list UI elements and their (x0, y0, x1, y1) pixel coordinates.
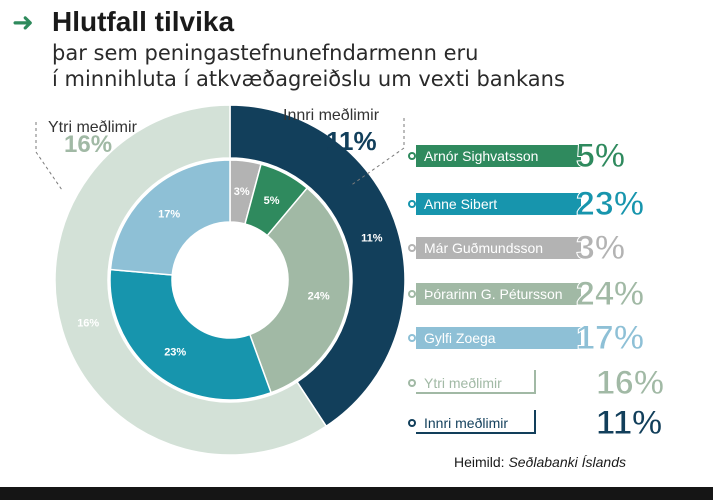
slice-label-arno-r-sighvatsson: 5% (264, 195, 280, 207)
legend-bar (416, 193, 581, 215)
legend-dot-icon (408, 379, 416, 387)
legend-name: Ytri meðlimir (424, 375, 502, 391)
callout-innri-leader (349, 118, 405, 187)
legend-value: 5% (575, 137, 626, 176)
legend-item-ma-r-gu-mundsson: Már Guðmundsson 3% (408, 229, 708, 268)
source-note: Heimild: Seðlabanki Íslands (454, 454, 626, 470)
slice-labels: 11% 16% 3% 5% 24% 23% 17% (77, 186, 382, 359)
legend-name: Gylfi Zoega (424, 330, 496, 346)
slice-anne-sibert (109, 268, 273, 401)
slice-label-o-rarinn-g-pe-tursson: 24% (308, 291, 330, 303)
legend-item-innri-me-limir: Innri meðlimir 11% (408, 404, 708, 443)
slice-label-innri-me-limir: 11% (361, 233, 383, 245)
legend-value: 24% (575, 275, 645, 314)
legend-item-o-rarinn-g-pe-tursson: Þórarinn G. Pétursson 24% (408, 275, 708, 314)
source-prefix: Heimild: (454, 454, 505, 470)
legend-dot-icon (408, 244, 416, 252)
slice-innri-me-limir (229, 104, 406, 428)
legend-item-anne-sibert: Anne Sibert 23% (408, 185, 708, 224)
outer-ring (54, 104, 406, 456)
legend-value: 3% (575, 229, 626, 268)
slice-label-anne-sibert: 23% (164, 346, 186, 358)
legend-dot-icon (408, 419, 416, 427)
callout-innri-label: Innri meðlimir (283, 107, 380, 124)
slice-gylfi-zoega (109, 159, 231, 276)
legend-name: Þórarinn G. Pétursson (424, 286, 563, 302)
legend-dot-icon (408, 152, 416, 160)
legend-bar (416, 145, 581, 167)
legend-item-ytri-me-limir: Ytri meðlimir 16% (408, 364, 708, 403)
chart-header: ➜ Hlutfall tilvika þar sem peningastefnu… (0, 0, 713, 100)
legend-bar (416, 283, 581, 305)
legend-value: 17% (575, 319, 645, 358)
legend-name: Már Guðmundsson (424, 240, 544, 256)
legend-bar (416, 237, 581, 259)
arrow-right-icon: ➜ (12, 8, 34, 38)
ring-callouts: Ytri meðlimir 16% Innri meðlimir 11% (35, 107, 405, 191)
legend-name: Innri meðlimir (424, 415, 509, 431)
source-name: Seðlabanki Íslands (508, 454, 626, 470)
legend-item-gylfi-zoega: Gylfi Zoega 17% (408, 319, 708, 358)
callout-ytri-leader (35, 122, 63, 191)
legend-name: Anne Sibert (424, 196, 498, 212)
inner-ring (109, 159, 351, 401)
legend-bar (416, 327, 581, 349)
callout-innri-value: 11% (326, 126, 377, 156)
subtitle-line-2: í minnihluta í atkvæðagreiðslu um vexti … (52, 67, 565, 91)
slice-label-ma-r-gu-mundsson: 3% (234, 186, 250, 198)
slice-o-rarinn-g-pe-tursson (248, 187, 351, 394)
legend-value: 23% (575, 185, 645, 224)
slice-label-ytri-me-limir: 16% (77, 317, 99, 329)
callout-ytri-label: Ytri meðlimir (48, 119, 138, 136)
legend-bar (416, 410, 536, 434)
slice-ytri-me-limir (54, 104, 328, 456)
legend-bar (416, 370, 536, 394)
legend-value: 16% (595, 364, 665, 403)
slice-label-gylfi-zoega: 17% (158, 209, 180, 221)
bottom-rule (0, 487, 713, 500)
legend-value: 11% (595, 404, 663, 443)
legend-dot-icon (408, 290, 416, 298)
subtitle-line-1: þar sem peningastefnunefndarmenn eru (52, 41, 479, 65)
legend-name: Arnór Sighvatsson (424, 148, 539, 164)
chart-subtitle: þar sem peningastefnunefndarmenn eru í m… (52, 40, 565, 92)
legend-item-arno-r-sighvatsson: Arnór Sighvatsson 5% (408, 137, 708, 176)
chart-title: Hlutfall tilvika (52, 6, 235, 37)
legend-dot-icon (408, 200, 416, 208)
callout-ytri-value: 16% (64, 131, 112, 158)
legend-dot-icon (408, 334, 416, 342)
